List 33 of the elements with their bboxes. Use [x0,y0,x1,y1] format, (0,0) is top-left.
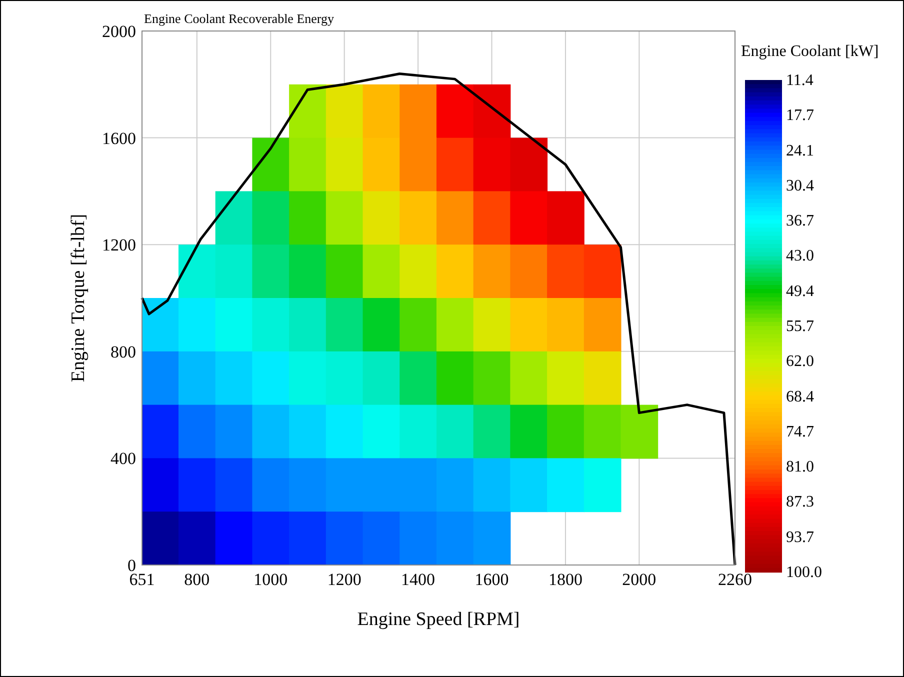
x-tick-label: 1800 [548,570,582,589]
color-bar-label: 24.1 [786,142,814,160]
color-bar-label: 68.4 [786,388,814,406]
color-bar-label: 17.7 [786,106,814,124]
color-bar-label: 81.0 [786,458,814,476]
color-bar-label: 49.4 [786,283,814,300]
y-tick-label: 800 [110,342,136,362]
x-tick-label: 1600 [474,570,509,589]
x-tick-label: 2000 [622,570,656,589]
y-tick-label: 1600 [102,128,136,148]
x-tick-label: 800 [184,570,210,589]
color-bar-label: 36.7 [786,212,814,230]
color-bar-label: 87.3 [786,493,814,510]
chart-title: Engine Coolant Recoverable Energy [144,11,335,26]
y-tick-label: 1200 [102,236,136,255]
line-series [140,72,736,566]
x-tick-label: 2260 [718,570,752,589]
color-bar-label: 74.7 [786,424,814,441]
color-bar-title: Engine Coolant [kW] [741,43,879,60]
y-tick-label: 2000 [102,22,136,41]
color-bar-label: 11.4 [786,72,814,89]
x-axis-title: Engine Speed [RPM] [357,609,520,630]
x-tick-label: 1200 [327,570,362,589]
color-bar-label: 55.7 [786,318,814,335]
y-tick-label: 400 [110,449,136,468]
color-bar-label: 100.0 [786,564,822,581]
color-bar-label: 30.4 [786,178,814,195]
color-bar-label: 43.0 [786,247,814,264]
color-bar-label: 93.7 [786,529,814,546]
y-axis-title: Engine Torque [ft-lbf] [68,214,89,382]
x-tick-label: 1000 [254,570,288,589]
x-tick-label: 1400 [401,570,436,589]
color-bar-label: 62.0 [786,352,814,370]
